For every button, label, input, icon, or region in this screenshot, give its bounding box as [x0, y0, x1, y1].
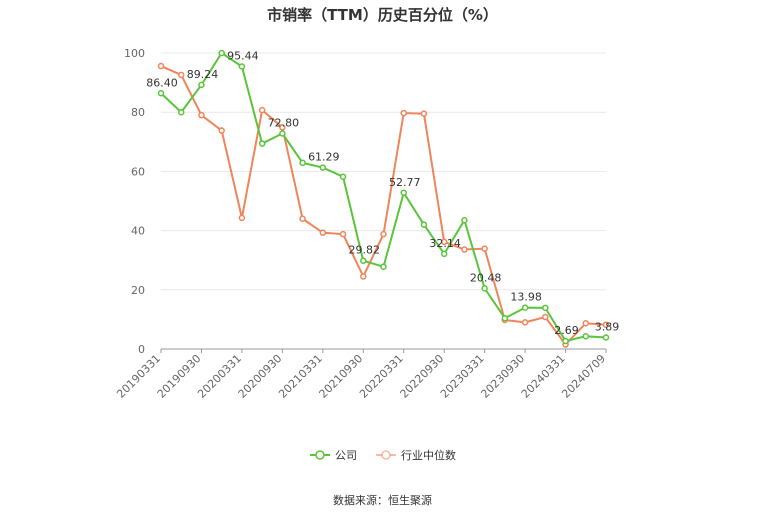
series-point-0	[602, 334, 610, 341]
legend-item-industry-median[interactable]: 行业中位数	[375, 447, 456, 463]
series-point-0	[461, 216, 468, 224]
series-point-0	[238, 63, 246, 70]
data-label: 89.24	[187, 68, 219, 81]
series-point-1	[238, 214, 246, 222]
data-label: 52.77	[389, 176, 421, 189]
series-point-1	[461, 246, 468, 253]
series-point-0	[420, 221, 428, 228]
data-label: 32.14	[429, 237, 461, 250]
series-point-0	[582, 333, 590, 340]
series-point-1	[218, 127, 225, 134]
data-label: 3.89	[595, 320, 620, 333]
series-point-0	[562, 337, 569, 345]
series-point-0	[279, 130, 286, 137]
series-point-0	[521, 304, 529, 311]
y-tick-label: 80	[131, 106, 145, 119]
y-tick-label: 100	[124, 47, 145, 60]
series-point-1	[339, 230, 347, 238]
chart-title: 市销率（TTM）历史百分位（%）	[267, 6, 498, 24]
data-label: 61.29	[308, 151, 340, 164]
data-label: 29.82	[349, 244, 381, 257]
data-label: 95.44	[227, 49, 259, 62]
series-point-1	[157, 62, 165, 70]
series-point-1	[521, 319, 529, 326]
series-point-0	[299, 159, 306, 167]
series-point-0	[258, 140, 266, 147]
series-point-0	[319, 164, 327, 171]
series-point-1	[258, 106, 266, 114]
series-point-1	[380, 230, 387, 238]
series-point-1	[602, 321, 610, 328]
series-point-0	[157, 90, 165, 97]
series-point-0	[218, 49, 225, 57]
series-point-0	[360, 257, 367, 264]
legend-label-company: 公司	[335, 449, 357, 462]
series-point-1	[481, 245, 488, 252]
data-label: 2.69	[554, 324, 579, 337]
series-point-1	[360, 273, 367, 280]
legend-line-marker-icon	[376, 450, 396, 460]
data-label: 86.40	[146, 76, 178, 89]
y-tick-label: 20	[131, 284, 145, 297]
series-point-1	[582, 319, 590, 327]
series-point-0	[400, 189, 407, 197]
series-point-1	[198, 111, 205, 119]
data-source-note: 数据来源：恒生聚源	[333, 494, 432, 507]
data-label: 13.98	[510, 291, 542, 304]
data-label: 72.80	[268, 117, 300, 130]
series-point-1	[279, 124, 286, 131]
data-label: 20.48	[470, 271, 502, 284]
y-tick-label: 40	[131, 225, 145, 238]
legend-item-company[interactable]: 公司	[309, 447, 357, 463]
series-point-1	[319, 229, 327, 236]
series-point-0	[380, 263, 387, 270]
series-point-1	[420, 110, 428, 117]
series-point-0	[481, 285, 488, 292]
series-point-1	[440, 238, 448, 246]
legend-line-marker-icon	[310, 450, 330, 460]
y-tick-label: 60	[131, 165, 145, 178]
legend: 公司 行业中位数	[0, 447, 765, 463]
series-point-0	[198, 81, 205, 89]
x-tick-label: 20240709	[559, 352, 608, 401]
series-point-0	[339, 173, 347, 180]
series-point-1	[400, 109, 407, 117]
series-point-0	[501, 314, 509, 322]
series-point-0	[177, 108, 185, 116]
legend-label-industry-median: 行业中位数	[401, 449, 456, 462]
y-tick-label: 0	[138, 343, 145, 356]
series-point-1	[299, 215, 306, 223]
series-point-1	[542, 313, 549, 321]
series-point-0	[440, 250, 448, 258]
series-point-0	[542, 304, 549, 312]
series-point-1	[177, 71, 185, 79]
